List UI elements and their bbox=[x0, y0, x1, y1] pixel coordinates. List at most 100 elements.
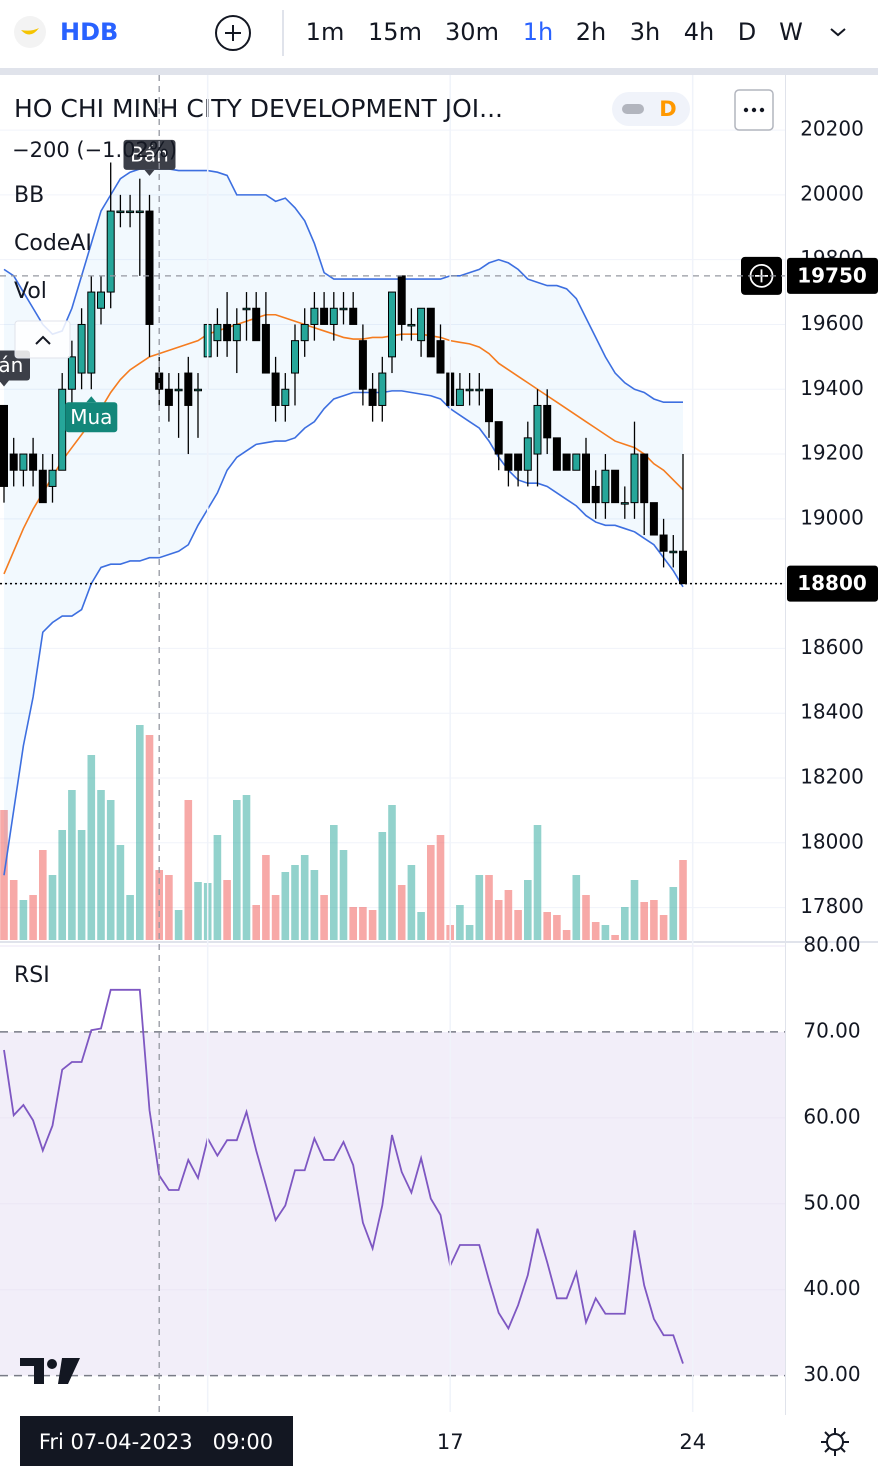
indicator-name[interactable]: Vol bbox=[14, 279, 47, 304]
timeframe-button[interactable]: 2h bbox=[576, 18, 606, 46]
collapse-icon bbox=[35, 335, 51, 345]
volume-bar bbox=[543, 912, 551, 940]
candle-body bbox=[679, 550, 687, 585]
crosshair-price-box bbox=[787, 257, 878, 294]
candle-body bbox=[368, 388, 377, 406]
candle-body bbox=[358, 340, 367, 390]
volume-bar bbox=[650, 900, 658, 940]
volume-bar bbox=[591, 922, 600, 940]
candle-body bbox=[465, 388, 474, 392]
volume-bar bbox=[436, 835, 445, 940]
candle-body bbox=[426, 307, 435, 358]
indicator-name[interactable]: BB bbox=[14, 183, 44, 208]
volume-bar bbox=[58, 830, 66, 940]
timeframe-button[interactable]: 3h bbox=[630, 18, 660, 46]
candle-body bbox=[504, 453, 513, 471]
symbol-logo-mark bbox=[21, 28, 39, 35]
timeframe-button[interactable]: 4h bbox=[684, 18, 714, 46]
price-axis-border bbox=[785, 75, 786, 1415]
candle-body bbox=[106, 210, 115, 293]
volume-bar bbox=[407, 865, 416, 940]
volume-bar bbox=[427, 845, 435, 940]
volume-bar bbox=[194, 882, 202, 940]
volume-bar bbox=[485, 875, 493, 940]
volume-bar bbox=[388, 805, 396, 940]
candle-body bbox=[135, 210, 144, 214]
candle-body bbox=[630, 453, 639, 504]
volume-bar bbox=[300, 855, 309, 940]
volume-bar bbox=[281, 872, 290, 940]
volume-bar bbox=[514, 910, 522, 940]
volume-bar bbox=[669, 887, 678, 940]
x-tick-label: 24 bbox=[679, 1430, 706, 1454]
timeframe-button[interactable]: 15m bbox=[368, 18, 422, 46]
y-tick-label: 18200 bbox=[800, 765, 864, 789]
candle-body bbox=[591, 485, 600, 504]
badge-toggle bbox=[622, 104, 644, 114]
volume-bar bbox=[659, 915, 668, 940]
gear-teeth bbox=[821, 1428, 849, 1456]
candle-body bbox=[0, 404, 8, 487]
timeframe-button[interactable]: 30m bbox=[445, 18, 499, 46]
volume-bar bbox=[126, 895, 134, 940]
rsi-tick-label: 80.00 bbox=[803, 933, 860, 957]
timeframe-button[interactable]: 1m bbox=[306, 18, 345, 46]
volume-bar bbox=[339, 850, 348, 940]
collapse-legend[interactable] bbox=[14, 320, 71, 359]
candle-body bbox=[640, 453, 649, 504]
toolbar-separator bbox=[0, 68, 878, 75]
signal-arrow bbox=[0, 380, 9, 387]
more-timeframes[interactable] bbox=[830, 28, 846, 37]
time-label-box bbox=[20, 1416, 293, 1466]
candle-body bbox=[417, 307, 426, 342]
volume-bar bbox=[262, 855, 270, 940]
volume-bar bbox=[97, 790, 105, 940]
candle-body bbox=[194, 388, 202, 392]
volume-bar bbox=[106, 800, 115, 940]
candle-body bbox=[126, 210, 135, 214]
volume-bar bbox=[397, 885, 406, 940]
volume-bar bbox=[87, 755, 96, 940]
candle-body bbox=[300, 323, 309, 342]
candle-body bbox=[87, 291, 96, 374]
candle-body bbox=[77, 323, 86, 374]
rsi-title[interactable]: RSI bbox=[14, 963, 50, 988]
candle-body bbox=[281, 388, 290, 406]
candle-body bbox=[9, 453, 18, 471]
rsi-tick-label: 40.00 bbox=[803, 1276, 860, 1300]
timeframe-button[interactable]: 1h bbox=[523, 18, 553, 46]
symbol[interactable]: HDB bbox=[60, 18, 118, 46]
candle-body bbox=[659, 534, 668, 552]
volume-bar bbox=[165, 875, 173, 940]
timeframe-button[interactable]: W bbox=[779, 18, 803, 46]
symbol-title: HO CHI MINH CITY DEVELOPMENT JOI... bbox=[14, 94, 503, 123]
pane-separator bbox=[0, 941, 878, 943]
volume-bar bbox=[368, 910, 377, 940]
crosshair-price-label: 19750 bbox=[797, 263, 867, 287]
y-tick-label: 20200 bbox=[800, 117, 864, 141]
y-tick-label: 18000 bbox=[800, 829, 864, 853]
volume-bar bbox=[533, 825, 542, 940]
indicator-name[interactable]: CodeAI bbox=[14, 231, 92, 256]
volume-bar bbox=[233, 800, 241, 940]
volume-bar bbox=[320, 895, 328, 940]
candle-body bbox=[252, 307, 261, 342]
volume-bar bbox=[310, 870, 319, 940]
volume-bar bbox=[136, 725, 144, 940]
volume-bar bbox=[640, 902, 648, 940]
candle-body bbox=[184, 372, 193, 406]
candle-body bbox=[397, 275, 406, 325]
candle-body bbox=[67, 356, 76, 390]
settings-icon[interactable] bbox=[821, 1428, 849, 1456]
volume-bar bbox=[378, 832, 387, 940]
y-tick-label: 17800 bbox=[800, 894, 864, 918]
candle-body bbox=[271, 372, 280, 406]
volume-bar bbox=[562, 930, 571, 940]
volume-bar bbox=[19, 900, 28, 940]
volume-bar bbox=[456, 905, 464, 940]
signal-arrow bbox=[86, 396, 97, 403]
candle-body bbox=[620, 502, 629, 505]
timeframe-button[interactable]: D bbox=[738, 18, 756, 46]
add-button[interactable] bbox=[215, 15, 251, 51]
volume-bar bbox=[77, 830, 86, 940]
